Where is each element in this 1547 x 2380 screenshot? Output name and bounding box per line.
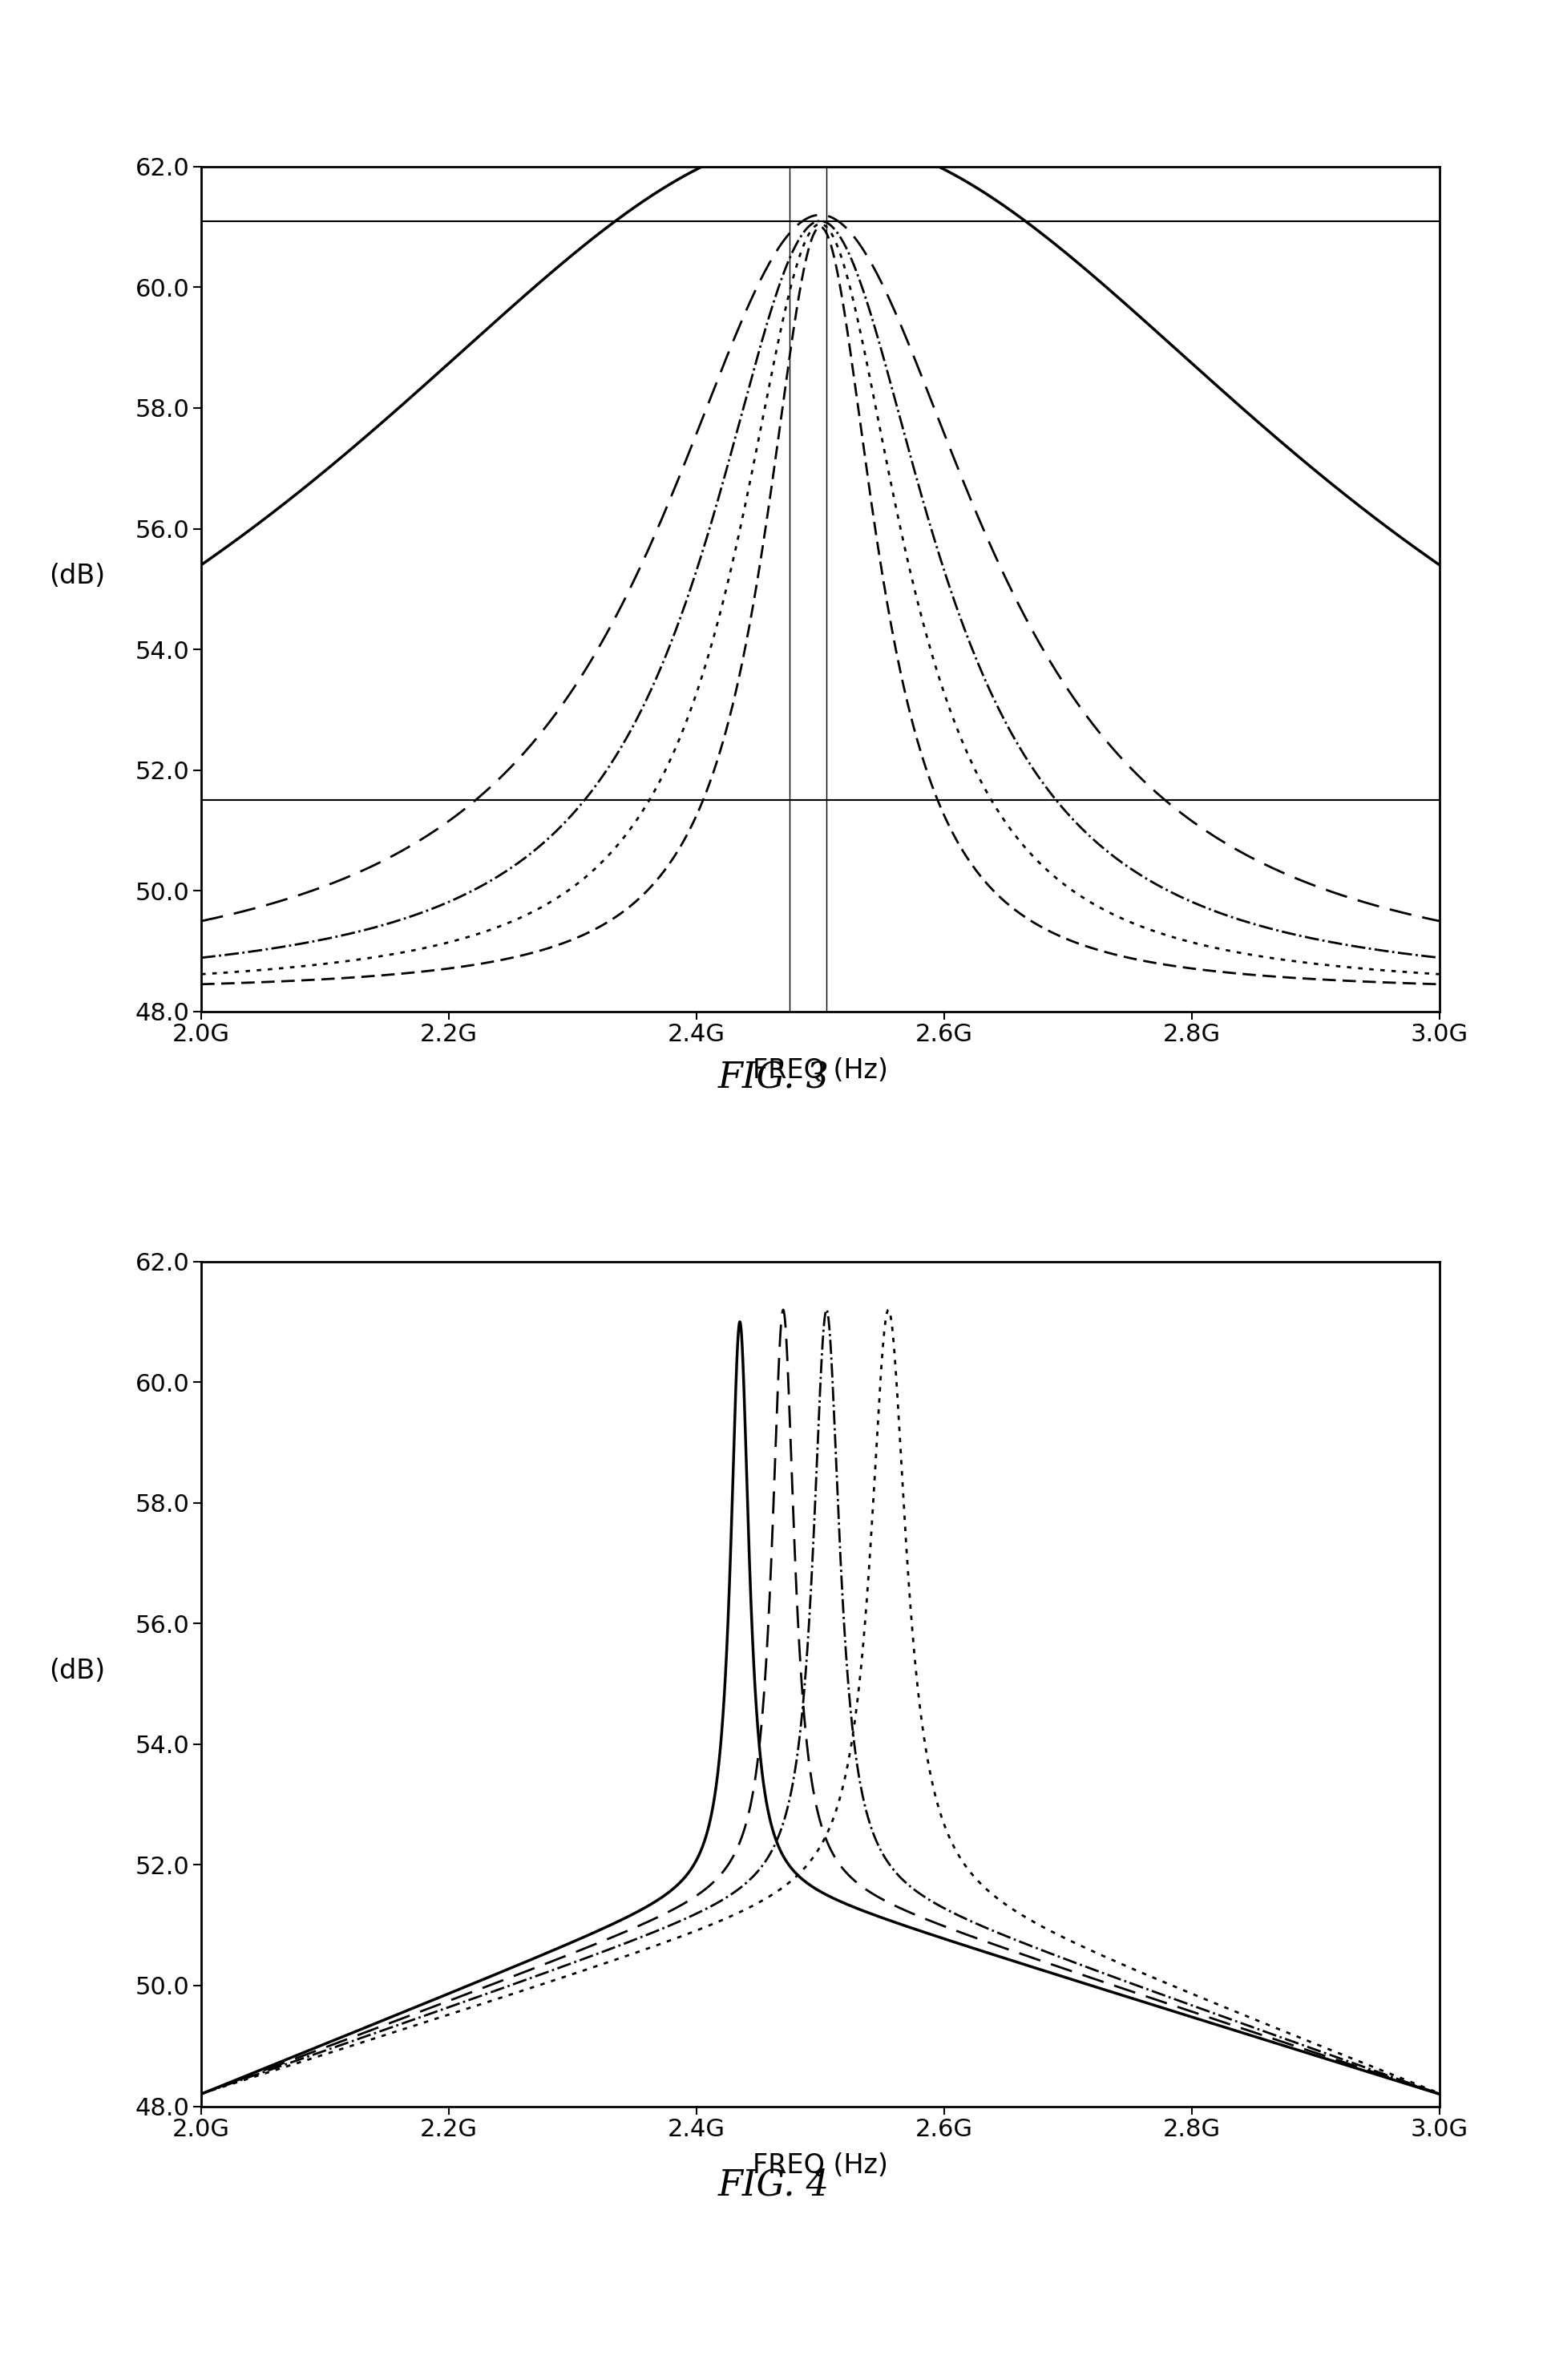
X-axis label: FREQ (Hz): FREQ (Hz)	[752, 2152, 888, 2178]
Text: FIG. 3: FIG. 3	[718, 1061, 829, 1095]
Text: FIG. 4: FIG. 4	[718, 2168, 829, 2202]
Y-axis label: (dB): (dB)	[50, 1656, 105, 1685]
X-axis label: FREQ (Hz): FREQ (Hz)	[752, 1057, 888, 1083]
Y-axis label: (dB): (dB)	[50, 562, 105, 590]
